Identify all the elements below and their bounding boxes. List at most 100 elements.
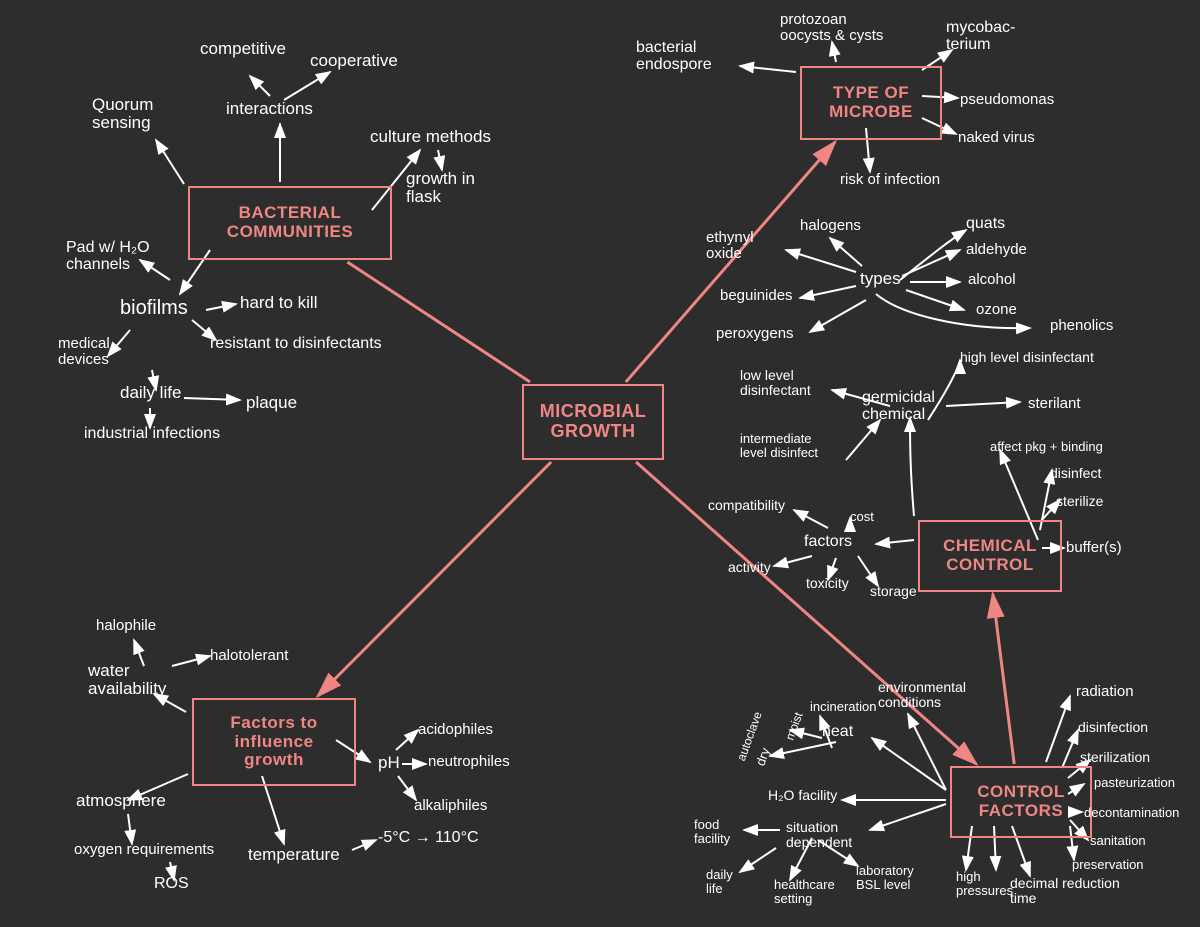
annotation-text: healthcare setting: [774, 878, 835, 905]
node-chemical-control: CHEMICAL CONTROL: [918, 520, 1062, 592]
annotation-arrow: [774, 556, 812, 566]
annotation-arrow: [872, 738, 946, 790]
annotation-text: -5°C → 110°C: [378, 830, 479, 847]
annotation-text: activity: [728, 560, 771, 575]
annotation-text: industrial infections: [84, 426, 220, 443]
annotation-text: ozone: [976, 302, 1017, 318]
annotation-text: ROS: [154, 876, 189, 893]
annotation-arrow: [262, 776, 284, 844]
node-label: MICROBIAL GROWTH: [540, 402, 647, 442]
annotation-text: interactions: [226, 100, 313, 118]
annotation-text: temperature: [248, 846, 340, 864]
annotation-text: types: [860, 270, 901, 288]
mindmap-stage: MICROBIAL GROWTH BACTERIAL COMMUNITIES T…: [0, 0, 1200, 927]
annotation-text: halogens: [800, 218, 861, 234]
annotation-text: environmental conditions: [878, 680, 966, 709]
annotation-arrow: [908, 714, 946, 790]
main-edge: [347, 262, 530, 382]
annotation-text: decontamination: [1084, 806, 1179, 820]
annotation-text: biofilms: [120, 298, 188, 319]
annotation-text: moist: [784, 711, 806, 742]
annotation-arrow: [794, 510, 828, 528]
annotation-text: sterilization: [1080, 750, 1150, 765]
node-label: Factors to influence growth: [230, 714, 317, 770]
annotation-text: peroxygens: [716, 326, 794, 342]
annotation-text: pasteurization: [1094, 776, 1175, 790]
node-type-of-microbe: TYPE OF MICROBE: [800, 66, 942, 140]
annotation-text: risk of infection: [840, 172, 940, 188]
annotation-text: dry: [754, 746, 773, 768]
annotation-arrow: [740, 848, 776, 872]
annotation-text: factors: [804, 534, 852, 551]
annotation-text: H₂O facility: [768, 788, 837, 803]
annotation-text: incineration: [810, 700, 877, 714]
annotation-text: toxicity: [806, 576, 849, 591]
node-label: CONTROL FACTORS: [977, 783, 1065, 820]
annotation-arrow: [352, 840, 376, 850]
annotation-arrow: [438, 150, 442, 170]
annotation-text: beguinides: [720, 288, 793, 304]
annotation-arrow: [810, 300, 866, 332]
node-control-factors: CONTROL FACTORS: [950, 766, 1092, 838]
node-microbial-growth: MICROBIAL GROWTH: [522, 384, 664, 460]
annotation-text: high level disinfectant: [960, 350, 1094, 365]
annotation-text: pH: [378, 754, 400, 772]
annotation-text: plaque: [246, 394, 297, 412]
annotation-text: Pad w/ H₂O channels: [66, 240, 150, 274]
annotation-arrow: [906, 290, 964, 310]
annotation-text: cooperative: [310, 52, 398, 70]
annotation-text: pseudomonas: [960, 92, 1054, 108]
annotation-text: neutrophiles: [428, 754, 510, 770]
annotation-text: medical devices: [58, 336, 110, 368]
annotation-text: high pressures: [956, 870, 1013, 897]
annotation-text: competitive: [200, 40, 286, 58]
annotation-text: germicidal chemical: [862, 390, 935, 424]
annotation-arrow: [206, 304, 236, 310]
annotation-text: affect pkg + binding: [990, 440, 1103, 454]
annotation-arrow: [284, 72, 330, 100]
annotation-text: oxygen requirements: [74, 842, 214, 858]
annotation-arrow: [800, 286, 856, 298]
node-bacterial-communities: BACTERIAL COMMUNITIES: [188, 186, 392, 260]
annotation-text: Quorum sensing: [92, 96, 153, 132]
node-label: BACTERIAL COMMUNITIES: [227, 204, 353, 241]
node-label: CHEMICAL CONTROL: [943, 537, 1037, 574]
annotation-text: sterilant: [1028, 396, 1081, 412]
annotation-arrow: [900, 230, 966, 280]
annotation-text: phenolics: [1050, 318, 1113, 334]
annotation-text: quats: [966, 216, 1005, 233]
annotation-text: situation dependent: [786, 820, 852, 849]
annotation-text: food facility: [694, 818, 730, 845]
annotation-text: resistant to disinfectants: [210, 336, 382, 353]
annotation-arrow: [128, 814, 132, 844]
annotation-text: heat: [822, 724, 853, 741]
annotation-text: disinfect: [1050, 466, 1101, 481]
annotation-arrow: [184, 398, 240, 400]
annotation-text: daily life: [706, 868, 733, 895]
main-edge: [636, 462, 976, 764]
annotation-text: compatibility: [708, 498, 785, 513]
annotation-arrow: [1062, 730, 1078, 768]
annotation-arrow: [876, 540, 914, 544]
annotation-arrow: [832, 42, 836, 62]
annotation-text: decimal reduction time: [1010, 876, 1120, 905]
annotation-text: protozoan oocysts & cysts: [780, 12, 883, 44]
annotation-arrow: [786, 250, 856, 272]
annotation-arrow: [250, 76, 270, 96]
annotation-text: culture methods: [370, 128, 491, 146]
main-edges: [318, 142, 1014, 764]
annotation-text: laboratory BSL level: [856, 864, 914, 891]
annotation-arrow: [870, 804, 946, 830]
main-edge: [626, 142, 835, 382]
annotation-text: disinfection: [1078, 720, 1148, 735]
annotation-arrow: [830, 238, 862, 266]
annotation-text: acidophiles: [418, 722, 493, 738]
annotation-arrow: [172, 656, 210, 666]
annotation-text: atmosphere: [76, 792, 166, 810]
annotation-text: growth in flask: [406, 170, 475, 206]
annotation-text: preservation: [1072, 858, 1144, 872]
annotation-arrow: [910, 418, 914, 516]
annotation-text: daily life: [120, 384, 181, 402]
annotation-text: hard to kill: [240, 294, 317, 312]
annotation-text: cost: [850, 510, 874, 524]
